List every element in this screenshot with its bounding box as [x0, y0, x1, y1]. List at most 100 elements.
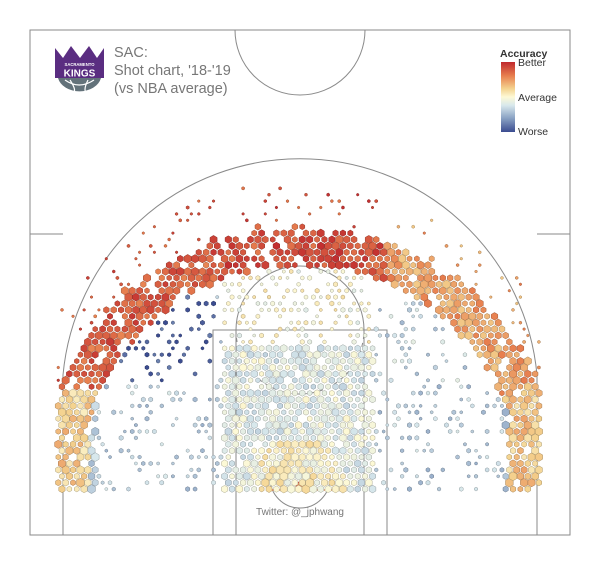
hexbin [399, 332, 405, 339]
hexbin [354, 357, 362, 365]
hexbin [368, 484, 377, 494]
hexbin [332, 229, 339, 237]
hexbin [403, 352, 408, 358]
hexbin [229, 345, 235, 352]
hexbin [337, 212, 341, 216]
hexbin [265, 395, 273, 404]
hexbin [100, 442, 105, 447]
hexbin [457, 305, 465, 314]
hexbin [59, 434, 65, 442]
hexbin [222, 320, 227, 326]
hexbin [80, 445, 89, 456]
hexbin [182, 391, 186, 396]
hexbin [273, 408, 280, 417]
hexbin [506, 466, 513, 474]
hexbin [407, 346, 412, 351]
hexbin [509, 421, 517, 430]
hexbin [442, 279, 451, 289]
hexbin [326, 282, 330, 287]
hexbin [203, 300, 209, 307]
hexbin [129, 428, 135, 435]
hexbin [385, 333, 390, 338]
hexbin [339, 344, 347, 353]
hexbin [192, 473, 198, 479]
hexbin [348, 281, 353, 287]
hexbin [277, 351, 284, 359]
hexbin [340, 396, 346, 403]
hexbin [192, 396, 198, 403]
hexbin [62, 427, 70, 436]
hexbin [313, 427, 321, 436]
hexbin [362, 383, 368, 390]
hexbin [418, 416, 423, 421]
hexbin [148, 371, 153, 377]
hexbin [369, 409, 376, 416]
hexbin [366, 364, 372, 371]
hexbin [91, 466, 99, 474]
hexbin [470, 429, 475, 434]
hexbin [462, 352, 468, 358]
hexbin [144, 287, 150, 294]
hexbin [328, 479, 336, 487]
hexbin [413, 280, 421, 289]
hexbin [178, 218, 182, 223]
hexbin [392, 358, 397, 364]
hexbin [251, 447, 257, 454]
hexbin [351, 288, 357, 294]
hexbin [185, 448, 190, 453]
hexbin [55, 428, 61, 435]
hexbin [454, 287, 461, 295]
hexbin [125, 331, 132, 340]
hexbin [66, 370, 73, 378]
hexbin [239, 402, 247, 410]
hexbin [185, 205, 190, 210]
hexbin [435, 305, 444, 315]
hexbin [491, 338, 498, 346]
hexbin [468, 312, 476, 321]
hexbin [119, 410, 123, 415]
logo-main-banner [55, 67, 104, 78]
hexbin [413, 267, 421, 276]
hexbin [66, 459, 73, 468]
hexbin [59, 473, 65, 480]
hexbin [300, 275, 305, 281]
hexbin [267, 307, 271, 313]
hexbin [259, 383, 265, 390]
hexbin [298, 235, 306, 244]
hexbin [277, 402, 283, 410]
hexbin [207, 358, 213, 364]
hexbin [485, 442, 489, 447]
hexbin [118, 447, 124, 454]
hexbin [273, 383, 280, 390]
hexbin [246, 414, 255, 423]
hexbin [169, 267, 177, 276]
hexbin [273, 344, 280, 352]
hexbin [198, 254, 207, 264]
hexbin [307, 377, 313, 384]
hexbin [499, 429, 505, 434]
hexbin [163, 320, 168, 326]
hexbin [483, 350, 491, 359]
hexbin [278, 186, 282, 191]
hexbin [333, 269, 338, 274]
hexbin [485, 391, 489, 396]
hexbin [294, 356, 303, 366]
hexbin [269, 248, 276, 256]
hexbin [225, 466, 232, 474]
hexbin [371, 205, 374, 210]
hexbin [411, 301, 416, 306]
hexbin [219, 340, 223, 344]
hexbin [454, 274, 461, 282]
hexbin [269, 350, 277, 359]
hexbin [384, 255, 391, 262]
hexbin [333, 281, 338, 288]
hexbin [272, 241, 280, 250]
hexbin [429, 410, 434, 415]
hexbin [336, 363, 343, 372]
hexbin [144, 429, 150, 434]
hexbin [358, 376, 365, 384]
hexbin [373, 235, 380, 244]
hexbin [511, 321, 515, 325]
hexbin [133, 435, 138, 441]
hexbin [295, 408, 302, 416]
